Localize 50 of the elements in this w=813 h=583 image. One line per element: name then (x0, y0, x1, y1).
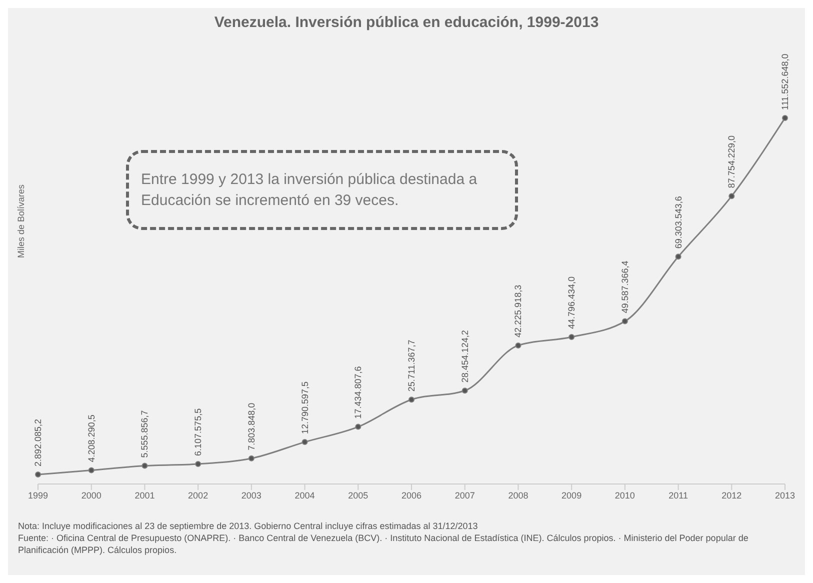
point (515, 342, 522, 348)
x-tick-label: 2009 (562, 490, 582, 500)
point (675, 254, 682, 260)
x-tick-label: 2008 (508, 490, 528, 500)
data-label: 44.796.434,0 (566, 276, 577, 330)
text: Nota: Incluye modificaciones al 23 de septiembre de 2013. Gobierno Central incluye cifras estimadas al 31/12/2013 (18, 520, 479, 532)
point (355, 424, 362, 430)
data-label: 25.711.367,7 (406, 340, 416, 392)
x-tick-label: 2002 (188, 490, 208, 500)
data-label: 5.555.856,7 (140, 410, 150, 458)
x-tick-label: 2011 (668, 490, 688, 500)
chart-title: Venezuela. Inversión pública en educación, 1999-2013 (213, 14, 600, 31)
x-tick-label: 2010 (614, 490, 635, 500)
point (248, 455, 254, 462)
x-tick-label: 2007 (454, 490, 475, 500)
data-label: 12.790.597,5 (300, 381, 310, 434)
data-label: 6.107.575,5 (193, 408, 204, 456)
point (462, 388, 468, 394)
data-label: 28.454.124,2 (460, 330, 470, 383)
x-tick-label: 2012 (722, 490, 742, 500)
x-tick-label: 2013 (774, 490, 796, 500)
y-axis-title: Miles de Bolívares (16, 184, 26, 258)
data-label: 4.208.290,5 (86, 414, 96, 462)
point (408, 396, 414, 403)
x-tick-label: 2005 (348, 490, 368, 500)
point (35, 472, 41, 478)
point (88, 467, 94, 474)
point (782, 115, 788, 121)
annotation: Entre 1999 y 2013 la inversión pública destinada a Educación se incrementó en 39 veces. (126, 150, 518, 230)
data-label: 111.552.648,0 (780, 54, 790, 110)
source-note: Fuente: · Oficina Central de Presupuesto (ONAPRE). · Banco Central de Venezuela (BCV). · Instituto Nacional de Estadística (INE). Cálculos propios. · Ministerio del Poder popular de Planificación (MPPP). Cálculos propios. (18, 532, 750, 556)
point (568, 334, 575, 340)
data-label: 87.754.229,0 (726, 136, 737, 188)
point (728, 193, 735, 200)
x-tick-label: 2004 (294, 490, 315, 500)
point (142, 462, 148, 469)
point (195, 460, 202, 467)
data-label: 2.892.085,2 (33, 418, 43, 467)
data-label: 42.225.918,3 (513, 284, 524, 338)
data-label: 69.303.543,6 (673, 196, 684, 249)
x-tick-label: 2000 (81, 490, 102, 500)
x-tick-label: 2003 (241, 490, 262, 500)
point (622, 318, 628, 324)
x-tick-label: 2001 (134, 490, 155, 500)
x-tick-label: 1999 (28, 490, 48, 500)
data-label: 7.803.848,0 (246, 402, 256, 450)
x-tick-label: 2006 (401, 490, 422, 500)
point (302, 439, 308, 446)
data-label: 49.587.366,4 (620, 260, 630, 314)
data-label: 17.434.807,6 (353, 366, 364, 419)
